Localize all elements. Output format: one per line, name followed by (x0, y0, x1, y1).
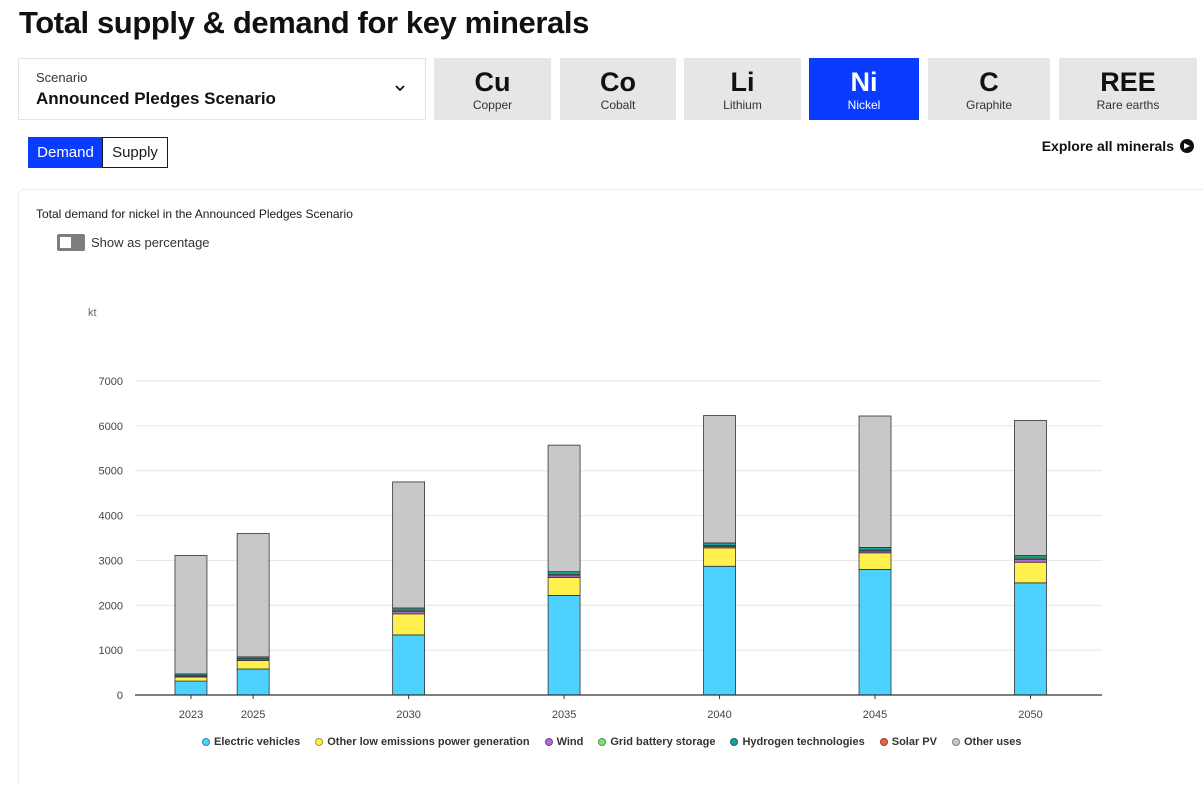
mineral-name: Cobalt (600, 98, 636, 112)
legend-item-wind[interactable]: Wind (544, 736, 584, 748)
legend-item-other-uses[interactable]: Other uses (951, 736, 1022, 748)
scenario-dropdown[interactable]: Scenario Announced Pledges Scenario (18, 58, 426, 120)
mineral-name: Nickel (847, 98, 881, 112)
supply-button[interactable]: Supply (102, 137, 168, 168)
mineral-name: Graphite (965, 98, 1013, 112)
explore-all-minerals-link[interactable]: Explore all minerals (1042, 138, 1194, 154)
scenario-label: Scenario (36, 70, 88, 85)
mineral-symbol: Li (730, 67, 755, 97)
mineral-name: Lithium (723, 98, 762, 112)
mineral-tab-rare-earths[interactable]: REE Rare earths (1059, 58, 1197, 120)
legend-dot (315, 738, 324, 746)
legend-dot (951, 738, 960, 746)
legend-item-electric-vehicles[interactable]: Electric vehicles (202, 736, 300, 748)
legend-label: Other low emissions power generation (327, 736, 530, 748)
demand-button[interactable]: Demand (28, 137, 103, 168)
explore-label: Explore all minerals (1041, 138, 1174, 154)
chevron-down-icon (395, 85, 405, 92)
legend-label: Wind (556, 736, 584, 748)
mineral-tab-nickel[interactable]: Ni Nickel (809, 58, 919, 120)
legend-dot (598, 738, 607, 746)
chart-panel (18, 189, 1203, 785)
page-title: Total supply & demand for key minerals (19, 5, 589, 40)
legend-label: Other uses (963, 736, 1022, 748)
legend-label: Electric vehicles (214, 736, 301, 748)
mineral-tab-cobalt[interactable]: Co Cobalt (560, 58, 676, 120)
legend-dot (879, 738, 888, 746)
legend-dot (202, 738, 210, 746)
legend-label: Solar PV (891, 736, 937, 748)
mineral-symbol: REE (1100, 67, 1156, 97)
mineral-name: Copper (472, 98, 513, 112)
legend-dot (730, 738, 739, 746)
scenario-value: Announced Pledges Scenario (36, 89, 276, 108)
legend-dot (544, 738, 553, 746)
arrow-right-circle-icon (1180, 139, 1194, 153)
mineral-tab-lithium[interactable]: Li Lithium (684, 58, 801, 120)
percentage-toggle-label: Show as percentage (91, 235, 210, 250)
legend-item-other-low-emissions[interactable]: Other low emissions power generation (315, 736, 530, 748)
percentage-toggle[interactable] (57, 234, 85, 251)
mineral-symbol: Ni (850, 67, 878, 97)
legend-label: Grid battery storage (610, 736, 716, 748)
legend-item-hydrogen-technologies[interactable]: Hydrogen technologies (730, 736, 865, 748)
legend-label: Hydrogen technologies (742, 736, 865, 748)
mineral-symbol: C (979, 67, 999, 97)
toggle-knob (60, 237, 71, 248)
mineral-symbol: Cu (474, 67, 511, 97)
mineral-tab-copper[interactable]: Cu Copper (434, 58, 551, 120)
mineral-name: Rare earths (1096, 98, 1160, 112)
mineral-symbol: Co (600, 67, 636, 97)
chart-legend: Electric vehicles Other low emissions po… (202, 736, 1021, 748)
mineral-tab-graphite[interactable]: C Graphite (928, 58, 1050, 120)
legend-item-grid-battery-storage[interactable]: Grid battery storage (598, 736, 715, 748)
legend-item-solar-pv[interactable]: Solar PV (879, 736, 937, 748)
chart-title: Total demand for nickel in the Announced… (36, 207, 353, 221)
